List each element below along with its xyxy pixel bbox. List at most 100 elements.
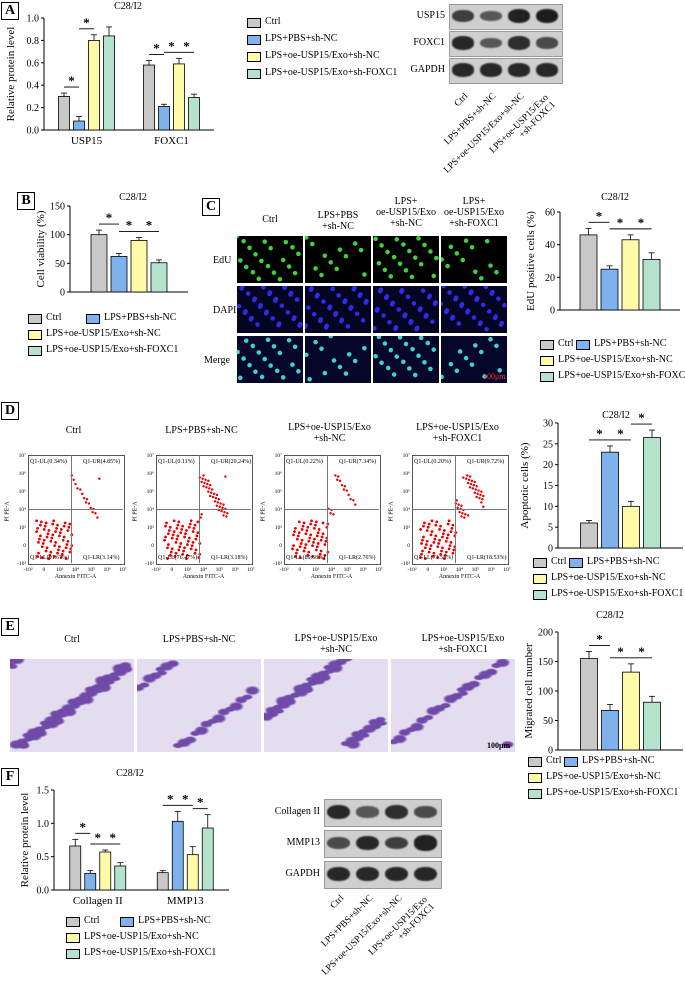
quadrant-label: Q1-LR(3.14%) [83, 555, 120, 561]
flow-plot [284, 455, 381, 565]
x-tick-label: 10⁵ [87, 567, 96, 573]
micrograph [237, 236, 303, 283]
column-label: LPS+PBS+sh-NC [162, 634, 236, 645]
blot-row-label: USP15 [416, 10, 445, 21]
legend-label-oe: LPS+oe-USP15/Exo+sh-NC [558, 354, 673, 365]
significance-star: * [182, 791, 189, 806]
micrograph [237, 286, 303, 333]
blot-band [326, 866, 351, 882]
significance-star: * [638, 215, 645, 230]
y-axis-label: Migrated cell number [523, 643, 535, 739]
y-tick-label: 100 [50, 230, 65, 241]
legend-label-fox: LPS+oe-USP15/Exo+sh-FOXC1 [265, 67, 398, 78]
blot-band [413, 835, 438, 851]
x-axis-label: Annexin FITC-A [54, 574, 97, 580]
x-tick-label: 10⁴ [71, 567, 80, 573]
chart-title: C28/I2 [114, 1, 142, 12]
y-tick-label: -10³ [401, 561, 410, 567]
x-axis-label: Annexin FITC-A [438, 574, 481, 580]
legend-label-ctrl: Ctrl [551, 556, 567, 567]
y-tick-label: 50 [543, 716, 553, 727]
flow-plot [412, 455, 509, 565]
blot-band [355, 866, 380, 882]
significance-star: * [110, 830, 117, 845]
column-label: Ctrl [65, 425, 82, 436]
blot-band [451, 36, 475, 50]
bar [643, 701, 661, 751]
y-tick-label: 0 [279, 543, 282, 549]
panel-label-c: C [202, 198, 220, 216]
y-tick-label: 30 [543, 419, 553, 430]
x-category-label: Collagen II [73, 895, 123, 907]
quadrant-line [156, 509, 251, 510]
blot-band [479, 10, 503, 22]
legend-label-oe: LPS+oe-USP15/Exo+sh-NC [551, 572, 666, 583]
y-tick-label: 0 [151, 543, 154, 549]
blot-band [507, 9, 531, 23]
y-tick-label: 25 [543, 439, 553, 450]
micrograph [237, 336, 303, 383]
y-axis-label: PI PE-A [132, 501, 139, 522]
quadrant-label: Q1-LR(2.76%) [339, 555, 376, 561]
significance-star: * [617, 426, 624, 441]
micrograph [305, 336, 371, 383]
bar [69, 845, 82, 891]
micrograph [441, 336, 507, 383]
bar [201, 827, 214, 891]
y-tick-label: 1.5 [37, 786, 50, 797]
bar [601, 710, 619, 751]
bar [90, 234, 108, 293]
x-tick-label: 10⁴ [327, 567, 336, 573]
column-label: LPS+ oe-USP15/Exo +sh-FOXC1 [444, 196, 504, 229]
bar [88, 40, 100, 131]
legend-label-oe: LPS+oe-USP15/Exo+sh-NC [265, 50, 380, 61]
x-tick-label: 10⁶ [231, 567, 239, 573]
bar [600, 268, 619, 311]
panel-label-e: E [1, 618, 19, 636]
y-tick-label: 0 [550, 306, 555, 317]
transwell-image [10, 659, 134, 752]
legend-label-lps: LPS+PBS+sh-NC [587, 556, 660, 567]
y-axis-label: Relative protein level [5, 27, 17, 122]
y-tick-label: 10⁷ [146, 453, 154, 459]
legend-label-lps: LPS+PBS+sh-NC [594, 338, 667, 349]
x-tick-label: -10³ [407, 567, 417, 573]
blot-row-label: MMP13 [286, 837, 320, 848]
column-label: LPS+PBS +sh-NC [317, 210, 359, 232]
quadrant-line [284, 509, 379, 510]
quadrant-label: Q1-LL(76.47%) [158, 555, 198, 561]
blot-band [507, 63, 531, 77]
blot-row-label: Collagen II [274, 806, 320, 817]
y-tick-label: 10³ [402, 525, 410, 531]
bar [579, 234, 598, 311]
y-tick-label: 10⁴ [146, 507, 154, 513]
micrograph [373, 286, 439, 333]
blot-band [355, 835, 380, 851]
y-tick-label: 10⁶ [274, 471, 282, 477]
quadrant-line [28, 509, 123, 510]
quadrant-label: Q1-UR(9.72%) [467, 459, 505, 465]
blot-band [326, 837, 351, 849]
blot-row-label: GAPDH [285, 868, 320, 879]
y-tick-label: 10⁵ [402, 489, 410, 495]
legend-label-lps: LPS+PBS+sh-NC [138, 915, 211, 926]
y-tick-label: 100 [538, 687, 553, 698]
bar [622, 505, 640, 549]
chart-title: C28/I2 [119, 192, 147, 203]
legend-label-lps: LPS+PBS+sh-NC [104, 312, 177, 323]
y-tick-label: 0 [548, 746, 553, 757]
column-label: LPS+PBS+sh-NC [165, 425, 238, 436]
legend-swatch-fox [247, 69, 261, 79]
x-tick-label: 10⁵ [215, 567, 224, 573]
blot-row-label: FOXC1 [413, 37, 445, 48]
scale-bar-label: 100μm [487, 741, 511, 750]
legend-label-oe: LPS+oe-USP15/Exo+sh-NC [546, 771, 661, 782]
y-tick-label: 20 [545, 273, 555, 284]
blot-lane-label: LPS+PBS+sh-NC [319, 893, 376, 950]
blot-band [384, 804, 409, 820]
x-category-label: FOXC1 [154, 135, 189, 147]
significance-star: * [197, 795, 204, 810]
y-tick-label: 0.6 [27, 58, 40, 69]
